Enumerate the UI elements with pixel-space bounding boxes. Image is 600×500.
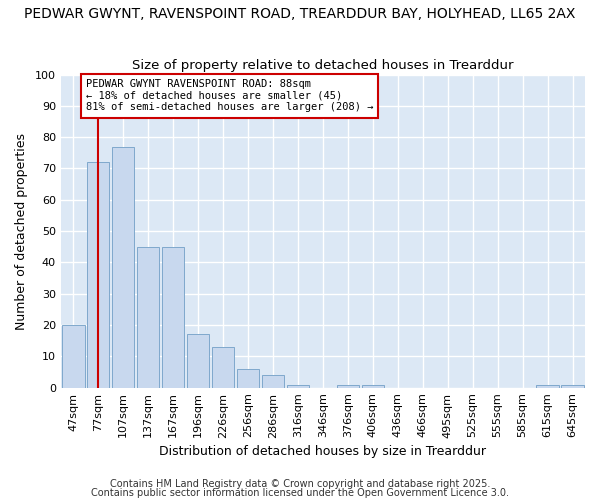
Text: Contains public sector information licensed under the Open Government Licence 3.: Contains public sector information licen…	[91, 488, 509, 498]
Bar	[62, 325, 85, 388]
Text: PEDWAR GWYNT, RAVENSPOINT ROAD, TREARDDUR BAY, HOLYHEAD, LL65 2AX: PEDWAR GWYNT, RAVENSPOINT ROAD, TREARDDU…	[25, 8, 575, 22]
Bar	[212, 347, 234, 388]
Bar	[337, 384, 359, 388]
Y-axis label: Number of detached properties: Number of detached properties	[15, 132, 28, 330]
Bar	[237, 369, 259, 388]
X-axis label: Distribution of detached houses by size in Trearddur: Distribution of detached houses by size …	[160, 444, 487, 458]
Bar	[362, 384, 384, 388]
Bar	[137, 247, 160, 388]
Bar	[162, 247, 184, 388]
Bar	[561, 384, 584, 388]
Bar	[262, 375, 284, 388]
Bar	[87, 162, 109, 388]
Bar	[536, 384, 559, 388]
Text: Contains HM Land Registry data © Crown copyright and database right 2025.: Contains HM Land Registry data © Crown c…	[110, 479, 490, 489]
Bar	[187, 334, 209, 388]
Bar	[112, 146, 134, 388]
Title: Size of property relative to detached houses in Trearddur: Size of property relative to detached ho…	[132, 59, 514, 72]
Bar	[287, 384, 309, 388]
Text: PEDWAR GWYNT RAVENSPOINT ROAD: 88sqm
← 18% of detached houses are smaller (45)
8: PEDWAR GWYNT RAVENSPOINT ROAD: 88sqm ← 1…	[86, 80, 373, 112]
